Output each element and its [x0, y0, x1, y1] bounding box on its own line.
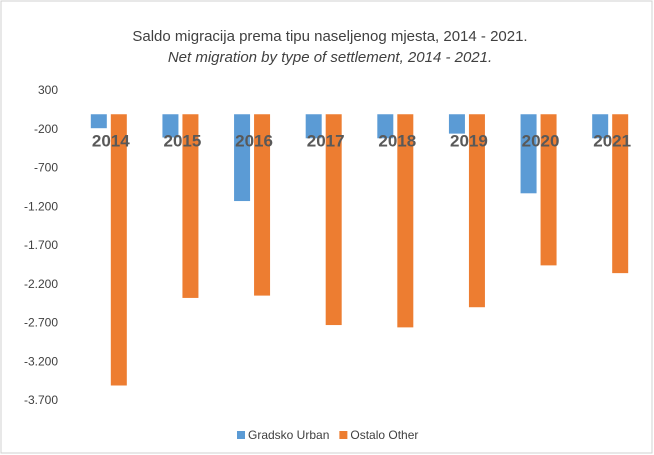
- bar: [377, 114, 394, 139]
- y-tick-label: -200: [34, 122, 58, 136]
- bar: [592, 114, 609, 139]
- bar: [305, 114, 322, 139]
- legend-swatch: [339, 431, 348, 439]
- x-tick-label: 2014: [92, 131, 130, 150]
- bar: [182, 114, 199, 298]
- y-tick-label: 300: [38, 83, 58, 97]
- bar: [110, 114, 127, 386]
- chart-title: Saldo migracija prema tipu naseljenog mj…: [132, 28, 527, 45]
- bar: [520, 114, 537, 194]
- bar: [162, 114, 179, 138]
- y-tick-label: -2.700: [24, 316, 58, 330]
- x-tick-label: 2015: [164, 131, 202, 150]
- bar: [254, 114, 271, 296]
- x-tick-label: 2019: [450, 131, 488, 150]
- x-tick-label: 2018: [378, 131, 416, 150]
- y-tick-label: -700: [34, 161, 58, 175]
- x-tick-label: 2016: [235, 131, 273, 150]
- x-tick-label: 2017: [307, 131, 345, 150]
- chart-subtitle: Net migration by type of settlement, 201…: [168, 49, 492, 66]
- y-tick-label: -1.700: [24, 238, 58, 252]
- y-tick-label: -3.200: [24, 354, 58, 368]
- y-tick-label: -3.700: [24, 393, 58, 407]
- legend-label: Ostalo Other: [350, 428, 418, 442]
- y-tick-label: -1.200: [24, 199, 58, 213]
- x-tick-label: 2021: [593, 131, 631, 150]
- bar: [397, 114, 414, 328]
- bar: [325, 114, 342, 326]
- x-tick-label: 2020: [522, 131, 560, 150]
- y-tick-label: -2.200: [24, 277, 58, 291]
- bar: [448, 114, 465, 134]
- bar: [90, 114, 107, 129]
- legend-swatch: [237, 431, 245, 439]
- bar: [234, 114, 251, 202]
- bar: [468, 114, 485, 308]
- legend-label: Gradsko Urban: [248, 428, 329, 442]
- bar: [540, 114, 557, 266]
- bar: [612, 114, 629, 274]
